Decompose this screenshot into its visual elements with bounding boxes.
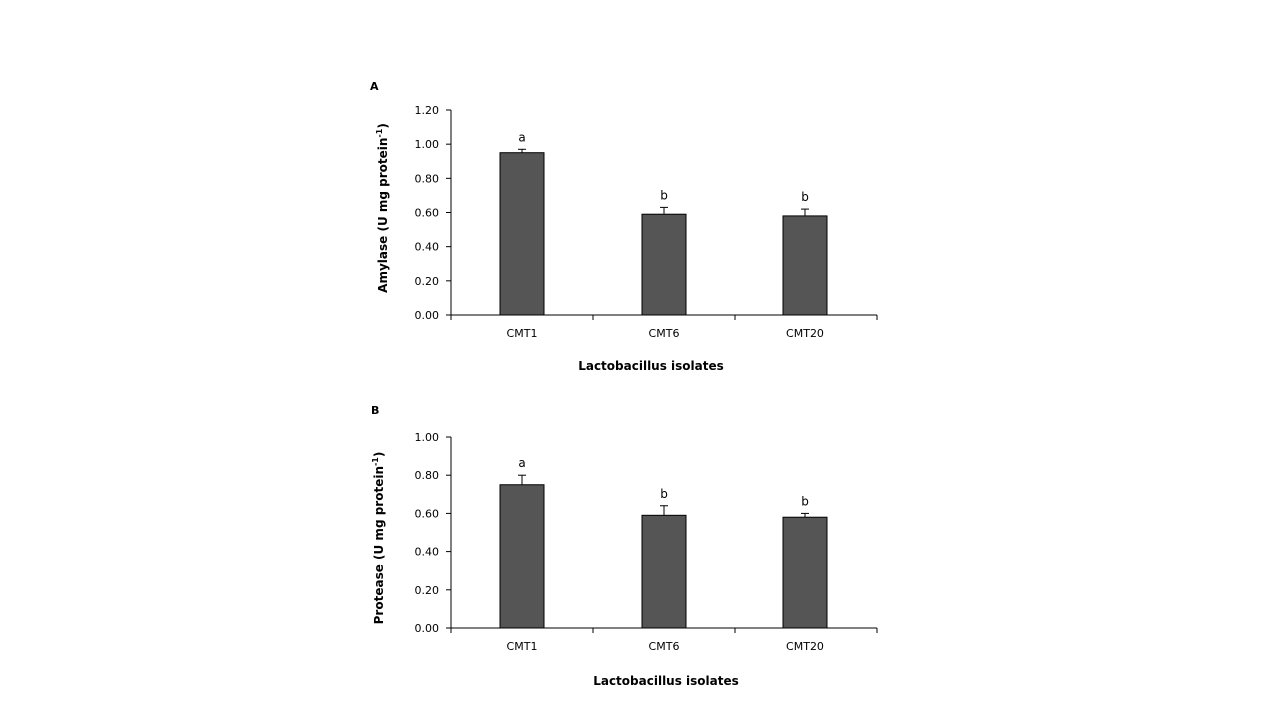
- significance-label: a: [518, 130, 525, 144]
- x-tick-label: CMT6: [649, 640, 680, 653]
- significance-label: b: [660, 188, 668, 202]
- panel-a-x-axis: CMT1 CMT6 CMT20: [451, 315, 877, 340]
- panel-a: A 0.000.200.400.600.801.001.20 CMT1CMT6C…: [370, 80, 877, 373]
- y-tick-label: 0.00: [415, 309, 440, 322]
- x-tick-label: CMT1: [507, 327, 538, 340]
- bar-cmt20: [783, 216, 827, 315]
- x-tick-label: CMT20: [786, 640, 824, 653]
- panel-a-y-axis-title: Amylase (U mg protein-1): [375, 123, 390, 293]
- panel-b-x-axis: CMT1 CMT6 CMT20: [451, 628, 877, 653]
- bar-cmt1: [500, 153, 544, 315]
- y-tick-label: 0.00: [415, 622, 440, 635]
- y-tick-label: 0.80: [415, 172, 440, 185]
- y-tick-label: 0.60: [415, 507, 440, 520]
- y-tick-label: 1.00: [415, 138, 440, 151]
- x-tick-label: CMT20: [786, 327, 824, 340]
- bar-cmt1: [500, 485, 544, 628]
- panel-b: B 0.00 0.20 0.40 0.60 0.80 1.00 CMT1 CMT6 CMT20…: [371, 404, 877, 688]
- y-tick-label: 0.20: [415, 275, 440, 288]
- y-tick-label: 1.20: [415, 104, 440, 117]
- significance-label: b: [660, 487, 668, 501]
- y-tick-label: 0.40: [415, 241, 440, 254]
- x-tick-label: CMT6: [649, 327, 680, 340]
- y-tick-label: 1.00: [415, 431, 440, 444]
- x-tick-label: CMT1: [507, 640, 538, 653]
- panel-b-y-axis-title: Protease (U mg protein-1): [371, 452, 386, 625]
- panel-label-b: B: [371, 404, 379, 417]
- panel-b-x-axis-title: Lactobacillus isolates: [593, 674, 739, 688]
- panel-b-y-axis: 0.00 0.20 0.40 0.60 0.80 1.00: [415, 431, 452, 635]
- y-tick-label: 0.40: [415, 546, 440, 559]
- significance-label: a: [518, 456, 525, 470]
- significance-label: b: [801, 494, 809, 508]
- y-tick-label: 0.80: [415, 469, 440, 482]
- bar-cmt6: [642, 214, 686, 315]
- bar-cmt6: [642, 515, 686, 628]
- panel-label-a: A: [370, 80, 379, 93]
- bar-cmt20: [783, 517, 827, 628]
- significance-label: b: [801, 190, 809, 204]
- panel-a-x-axis-title: Lactobacillus isolates: [578, 359, 724, 373]
- panel-a-y-axis: 0.00 0.20 0.40 0.60 0.80 1.00 1.20: [415, 104, 452, 322]
- y-tick-label: 0.20: [415, 584, 440, 597]
- y-tick-label: 0.60: [415, 207, 440, 220]
- panel-b-bars: a b b: [500, 456, 827, 628]
- panel-a-bars: a b b: [500, 130, 827, 315]
